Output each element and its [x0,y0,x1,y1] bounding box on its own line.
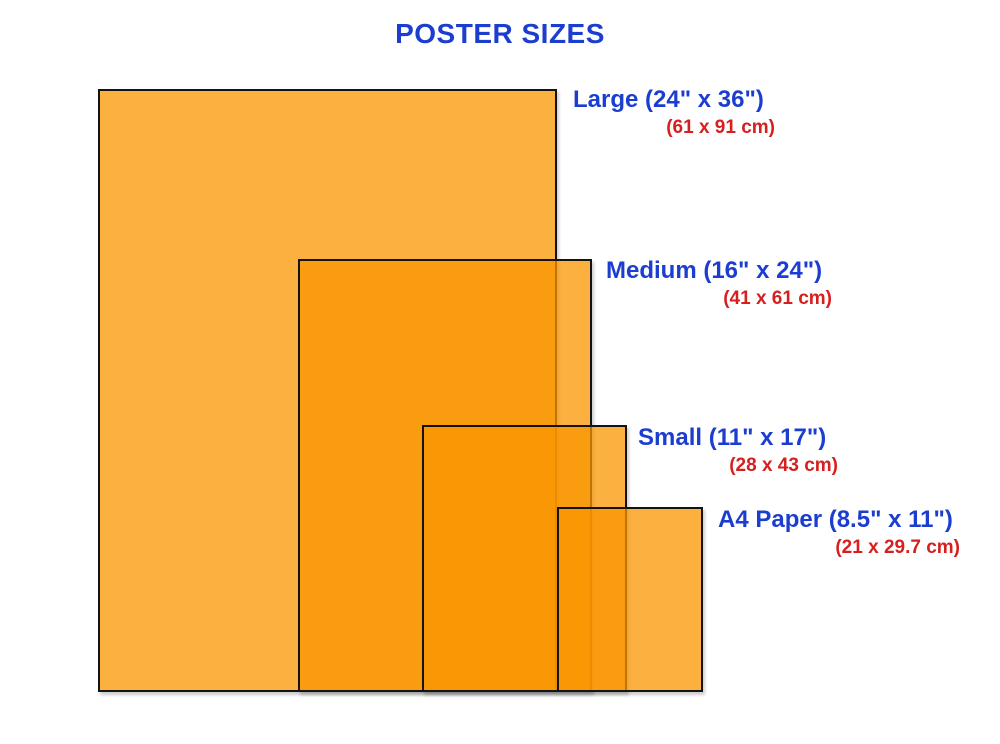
small-metric-label: (28 x 43 cm) [729,455,838,476]
large-size-label: Large (24" x 36") [573,86,764,113]
a4-label-group: A4 Paper (8.5" x 11") (21 x 29.7 cm) [718,506,960,559]
a4-metric-label: (21 x 29.7 cm) [835,537,960,558]
page-title: POSTER SIZES [395,18,605,49]
small-label-group: Small (11" x 17") (28 x 43 cm) [638,424,838,477]
a4-size-label: A4 Paper (8.5" x 11") [718,506,953,533]
a4-poster-rect [557,507,703,692]
large-label-group: Large (24" x 36") (61 x 91 cm) [573,86,775,139]
medium-size-label: Medium (16" x 24") [606,257,823,284]
large-metric-label: (61 x 91 cm) [666,117,775,138]
medium-metric-label: (41 x 61 cm) [723,288,832,309]
small-size-label: Small (11" x 17") [638,424,827,451]
medium-label-group: Medium (16" x 24") (41 x 61 cm) [606,257,832,310]
